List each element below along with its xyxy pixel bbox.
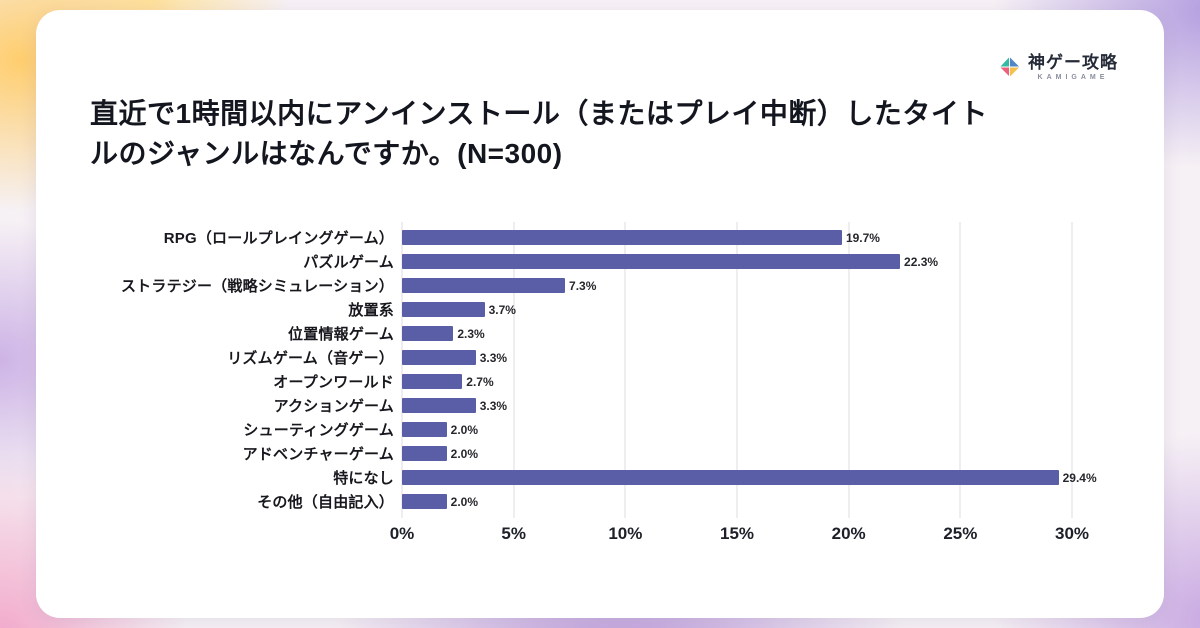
bar-row: ストラテジー（戦略シミュレーション） 7.3%	[82, 274, 1072, 298]
bar-row: アドベンチャーゲーム 2.0%	[82, 442, 1072, 466]
gridlines	[401, 221, 1073, 518]
bar	[402, 302, 485, 317]
category-label: シューティングゲーム	[243, 422, 394, 439]
value-label: 7.3%	[569, 278, 597, 293]
category-label: 位置情報ゲーム	[288, 326, 394, 343]
bar-chart: RPG（ロールプレイングゲーム） 19.7% パズルゲーム 22.3% ストラテジー（戦…	[82, 221, 1118, 548]
x-axis-tick: 20%	[831, 523, 866, 543]
bar-track: 19.7%	[402, 230, 1072, 245]
bar-row: シューティングゲーム 2.0%	[82, 418, 1072, 442]
value-label: 22.3%	[904, 254, 939, 269]
value-label: 3.3%	[479, 398, 508, 413]
bar	[402, 374, 463, 389]
brand-name: 神ゲー攻略	[1028, 53, 1118, 72]
x-axis-tick: 0%	[389, 523, 415, 543]
kamigame-logo-icon	[999, 57, 1021, 79]
category-label: オープンワールド	[273, 374, 394, 391]
category-label: リズムゲーム（音ゲー）	[227, 350, 394, 367]
bar-row: 放置系 3.7%	[82, 298, 1072, 322]
chart-rows: RPG（ロールプレイングゲーム） 19.7% パズルゲーム 22.3% ストラテジー（戦…	[82, 226, 1118, 514]
bar	[402, 446, 447, 461]
category-label: その他（自由記入）	[257, 494, 394, 511]
x-axis: 0% 5% 10% 15% 20% 25% 30%	[390, 523, 1089, 548]
category-label: パズルゲーム	[303, 254, 394, 271]
bar	[402, 350, 476, 365]
bar-row: RPG（ロールプレイングゲーム） 19.7%	[82, 226, 1072, 250]
brand-text: 神ゲー攻略 KAMIGAME	[1028, 54, 1118, 81]
value-label: 2.7%	[466, 374, 494, 389]
category-label: 特になし	[333, 470, 394, 487]
gridline	[959, 221, 961, 518]
bar-track: 2.0%	[402, 446, 1072, 461]
value-label: 2.0%	[450, 422, 479, 437]
bar-row: パズルゲーム 22.3%	[82, 250, 1072, 274]
value-label: 2.3%	[457, 326, 485, 341]
bar-track: 2.0%	[402, 422, 1072, 437]
gridline	[513, 221, 515, 518]
x-axis-tick: 25%	[943, 523, 978, 543]
bar-row: 位置情報ゲーム 2.3%	[82, 322, 1072, 346]
bar-track: 2.7%	[402, 374, 1072, 389]
bar	[402, 278, 566, 293]
value-label: 19.7%	[845, 230, 880, 245]
value-label: 29.4%	[1062, 470, 1097, 485]
bar-track: 3.7%	[402, 302, 1072, 317]
content-card: 神ゲー攻略 KAMIGAME 直近で1時間以内にアンインストール（またはプレイ中…	[36, 10, 1164, 618]
bar-track: 3.3%	[402, 398, 1072, 413]
bar-row: リズムゲーム（音ゲー） 3.3%	[82, 346, 1072, 370]
bar	[402, 494, 447, 509]
gridline	[401, 221, 403, 518]
bar	[402, 230, 842, 245]
brand-subtitle: KAMIGAME	[1037, 74, 1109, 81]
x-axis-tick: 15%	[719, 523, 755, 543]
category-label: アクションゲーム	[273, 398, 394, 415]
chart-title: 直近で1時間以内にアンインストール（またはプレイ中断）したタイトルのジャンルはな…	[90, 98, 988, 169]
x-axis-tick: 30%	[1054, 523, 1090, 543]
category-label: RPG（ロールプレイングゲーム）	[163, 230, 394, 247]
bar-row: その他（自由記入） 2.0%	[82, 490, 1072, 514]
bar-row: アクションゲーム 3.3%	[82, 394, 1072, 418]
plot-area: RPG（ロールプレイングゲーム） 19.7% パズルゲーム 22.3% ストラテジー（戦…	[82, 221, 1118, 518]
gridline	[624, 221, 626, 518]
value-label: 3.3%	[479, 350, 508, 365]
bar-row: オープンワールド 2.7%	[82, 370, 1072, 394]
gridline	[1071, 221, 1073, 518]
gridline	[736, 221, 738, 518]
bar-row: 特になし 29.4%	[82, 466, 1097, 490]
gridline	[848, 221, 850, 518]
bar-track: 7.3%	[402, 278, 1072, 293]
brand-logo: 神ゲー攻略 KAMIGAME	[999, 54, 1118, 81]
value-label: 2.0%	[450, 446, 479, 461]
x-axis-tick: 10%	[608, 523, 643, 543]
value-label: 3.7%	[488, 302, 516, 317]
bar-track: 2.3%	[402, 326, 1072, 341]
bar-track: 2.0%	[402, 494, 1072, 509]
bar-track: 29.4%	[402, 470, 1097, 485]
bar	[402, 398, 476, 413]
category-label: 放置系	[348, 302, 394, 319]
category-label: ストラテジー（戦略シミュレーション）	[120, 278, 394, 295]
bar	[402, 470, 1059, 485]
bar-track: 3.3%	[402, 350, 1072, 365]
value-label: 2.0%	[450, 494, 479, 509]
bar	[402, 254, 901, 269]
bar	[402, 422, 447, 437]
bar	[402, 326, 454, 341]
category-label: アドベンチャーゲーム	[242, 446, 394, 463]
bar-track: 22.3%	[402, 254, 1072, 269]
x-axis-tick: 5%	[501, 523, 526, 543]
